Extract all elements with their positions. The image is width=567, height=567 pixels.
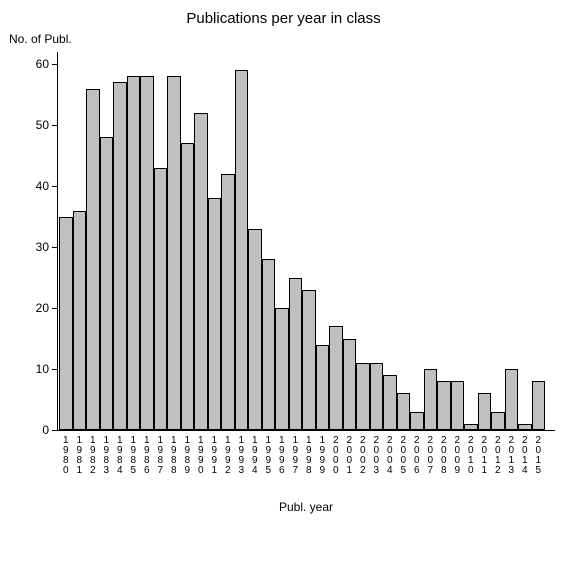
bar — [464, 424, 478, 430]
x-tick-label: 1981 — [74, 436, 84, 476]
x-tick-label: 1983 — [101, 436, 111, 476]
y-tick-label: 60 — [23, 57, 49, 71]
y-tick-label: 0 — [23, 423, 49, 437]
y-axis — [57, 52, 58, 430]
y-tick-label: 30 — [23, 240, 49, 254]
x-tick-label: 1982 — [88, 436, 98, 476]
x-tick-label: 1992 — [223, 436, 233, 476]
bar — [505, 369, 519, 430]
bar — [113, 82, 127, 430]
x-tick-label: 2014 — [520, 436, 530, 476]
x-tick-label: 2001 — [344, 436, 354, 476]
x-tick-label: 1995 — [263, 436, 273, 476]
bar — [329, 326, 343, 430]
bar — [370, 363, 384, 430]
bar — [235, 70, 249, 430]
bar — [397, 393, 411, 430]
bar — [518, 424, 532, 430]
x-tick-label: 2015 — [533, 436, 543, 476]
x-tick-label: 1997 — [290, 436, 300, 476]
bar — [59, 217, 73, 430]
x-tick-label: 1991 — [209, 436, 219, 476]
x-tick-label: 1998 — [304, 436, 314, 476]
x-tick-label: 2003 — [371, 436, 381, 476]
bar — [424, 369, 438, 430]
bar — [221, 174, 235, 430]
bar — [73, 211, 87, 430]
x-tick-label: 2008 — [439, 436, 449, 476]
y-tick — [52, 430, 57, 431]
x-tick-label: 2004 — [385, 436, 395, 476]
bar — [491, 412, 505, 430]
bar — [194, 113, 208, 430]
y-tick — [52, 369, 57, 370]
bar — [262, 259, 276, 430]
x-tick-label: 2009 — [452, 436, 462, 476]
bar — [383, 375, 397, 430]
bar — [316, 345, 330, 430]
bar — [100, 137, 114, 430]
x-tick-label: 1984 — [115, 436, 125, 476]
x-tick-label: 2010 — [466, 436, 476, 476]
y-tick — [52, 247, 57, 248]
bar — [248, 229, 262, 430]
bar — [140, 76, 154, 430]
x-tick-label: 2012 — [493, 436, 503, 476]
x-tick-label: 1994 — [250, 436, 260, 476]
x-tick-label: 1989 — [182, 436, 192, 476]
x-tick-label: 1985 — [128, 436, 138, 476]
bar — [154, 168, 168, 430]
x-tick-label: 1999 — [317, 436, 327, 476]
x-tick-label: 2011 — [479, 436, 489, 476]
bar — [302, 290, 316, 430]
x-axis — [57, 430, 555, 431]
x-tick-label: 1993 — [236, 436, 246, 476]
x-tick-label: 2000 — [331, 436, 341, 476]
x-tick-label: 2013 — [506, 436, 516, 476]
publications-bar-chart: Publications per year in class No. of Pu… — [0, 0, 567, 567]
x-tick-label: 1980 — [61, 436, 71, 476]
bar — [181, 143, 195, 430]
x-tick-label: 1986 — [142, 436, 152, 476]
x-tick-label: 1996 — [277, 436, 287, 476]
y-tick — [52, 186, 57, 187]
y-tick — [52, 125, 57, 126]
x-tick-label: 2002 — [358, 436, 368, 476]
y-tick-label: 10 — [23, 362, 49, 376]
bar — [86, 89, 100, 430]
x-tick-label: 1990 — [196, 436, 206, 476]
x-axis-label: Publ. year — [57, 500, 555, 514]
y-tick — [52, 64, 57, 65]
bar — [343, 339, 357, 430]
bar — [167, 76, 181, 430]
bar — [478, 393, 492, 430]
x-tick-label: 1987 — [155, 436, 165, 476]
bar — [127, 76, 141, 430]
y-tick — [52, 308, 57, 309]
x-tick-label: 2007 — [425, 436, 435, 476]
bar — [410, 412, 424, 430]
chart-title: Publications per year in class — [0, 10, 567, 27]
y-tick-label: 20 — [23, 301, 49, 315]
y-tick-label: 40 — [23, 179, 49, 193]
bar — [532, 381, 546, 430]
y-tick-label: 50 — [23, 118, 49, 132]
x-tick-label: 2005 — [398, 436, 408, 476]
bar — [356, 363, 370, 430]
bar — [208, 198, 222, 430]
bar — [437, 381, 451, 430]
bar — [451, 381, 465, 430]
x-tick-label: 1988 — [169, 436, 179, 476]
bar — [289, 278, 303, 430]
x-tick-label: 2006 — [412, 436, 422, 476]
bar — [275, 308, 289, 430]
y-axis-label: No. of Publ. — [9, 32, 72, 46]
